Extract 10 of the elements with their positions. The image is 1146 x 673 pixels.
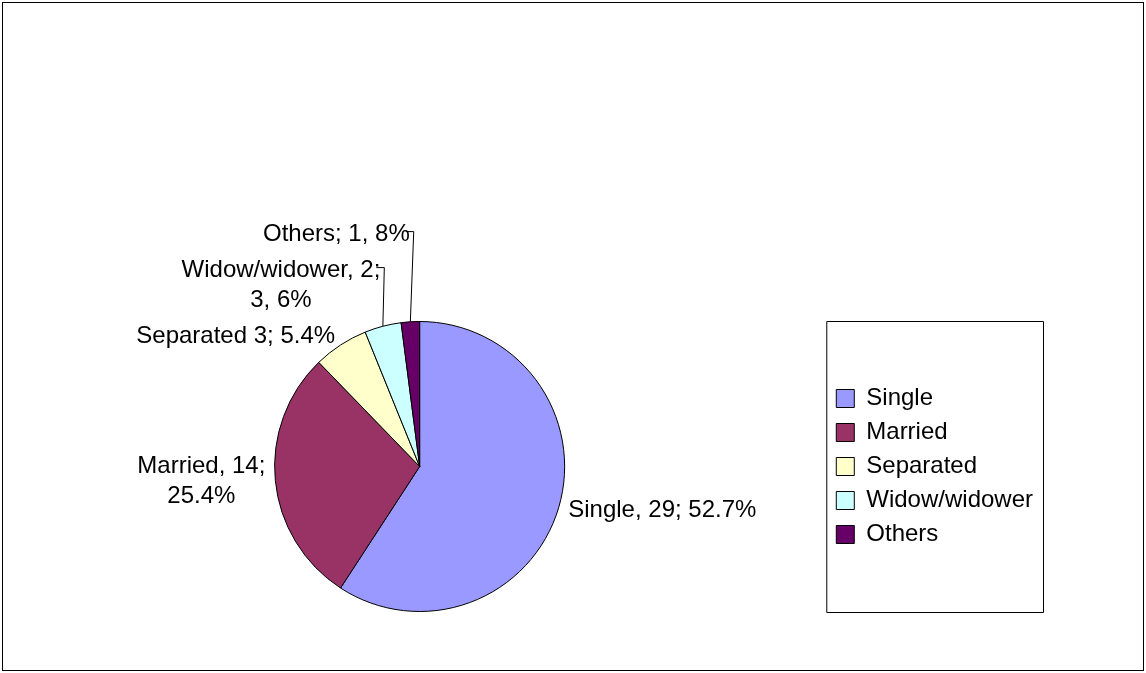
data-label: Married, 14; 25.4% [137,451,266,509]
legend-label: Others [866,519,939,547]
data-label: Single, 29; 52.7% [568,495,757,523]
legend-label: Single [866,383,934,411]
data-label: Others; 1, 8% [262,219,410,247]
data-label: Separated 3; 5.4% [136,321,336,349]
legend-label: Married [866,417,948,445]
legend-label: Widow/widower [866,485,1034,513]
data-label: Widow/widower, 2; 3, 6% [181,255,381,313]
legend-label: Separated [866,451,978,479]
